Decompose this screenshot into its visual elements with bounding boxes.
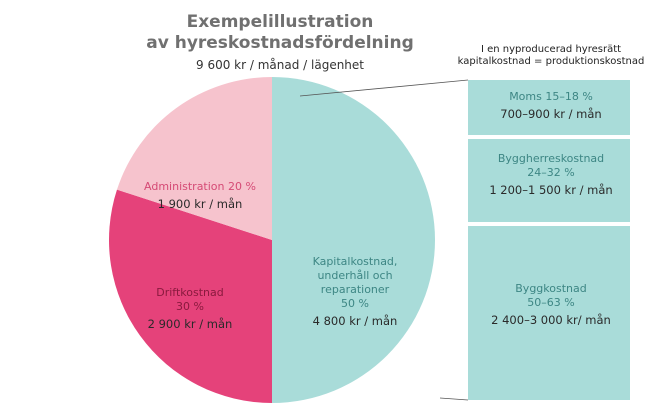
slice-label: Administration 20 % 1 900 kr / mån [125,180,275,211]
breakdown-label: Moms 15–18 % 700–900 kr / mån [471,90,631,121]
value-label: 30 % [176,300,204,313]
item-name: Byggherreskostnad [497,152,605,165]
breakdown-box [468,80,630,135]
title-line: Exempelillustration [186,12,374,32]
title-line: av hyreskostnadsfördelning [146,33,414,53]
item-name: Moms [509,90,542,103]
connector [299,79,469,97]
amount-label: 1 900 kr / mån [157,197,243,211]
slice-label: Driftkostnad 30 % 2 900 kr / mån [135,286,245,331]
amount-label: 4 800 kr / mån [312,314,398,328]
pie [109,76,435,403]
item-share: 24–32 % [527,166,575,179]
pie-slice [272,77,435,403]
item-amount: 2 400–3 000 kr/ mån [491,313,611,327]
breakdown-box [468,226,630,400]
breakdown-box [468,139,630,222]
breakdown-title-line: kapitalkostnad = produktionskostnad [457,56,645,67]
breakdown-title: I en nyproducerad hyresrätt kapitalkostn… [458,44,645,68]
pie-slice [109,189,272,403]
value-label: 50 % [341,297,369,310]
item-share: 50–63 % [527,296,575,309]
breakdown-title-line: I en nyproducerad hyresrätt [480,44,622,55]
slice-label: Kapitalkostnad, underhåll och reparation… [295,255,415,328]
label-line: Administration 20 % [125,180,275,194]
title: Exempelillustration av hyreskostnadsförd… [146,12,414,54]
item-share: 15–18 % [545,90,593,103]
pie-slice [116,76,273,240]
category-name: Kapitalkostnad, underhåll och reparation… [312,255,398,296]
breakdown-label: Byggkostnad 50–63 % 2 400–3 000 kr/ mån [471,282,631,327]
item-amount: 700–900 kr / mån [500,107,602,121]
value-label: 20 % [228,180,256,193]
amount-label: 2 900 kr / mån [147,317,233,331]
label-line: Moms 15–18 % [471,90,631,104]
item-amount: 1 200–1 500 kr / mån [489,183,613,197]
item-name: Byggkostnad [515,282,587,295]
subtitle: 9 600 kr / månad / lägenhet [196,58,364,72]
category-name: Driftkostnad [156,286,224,299]
connector [439,397,469,401]
category-name: Administration [144,180,225,193]
breakdown-label: Byggherreskostnad 24–32 % 1 200–1 500 kr /… [471,152,631,197]
